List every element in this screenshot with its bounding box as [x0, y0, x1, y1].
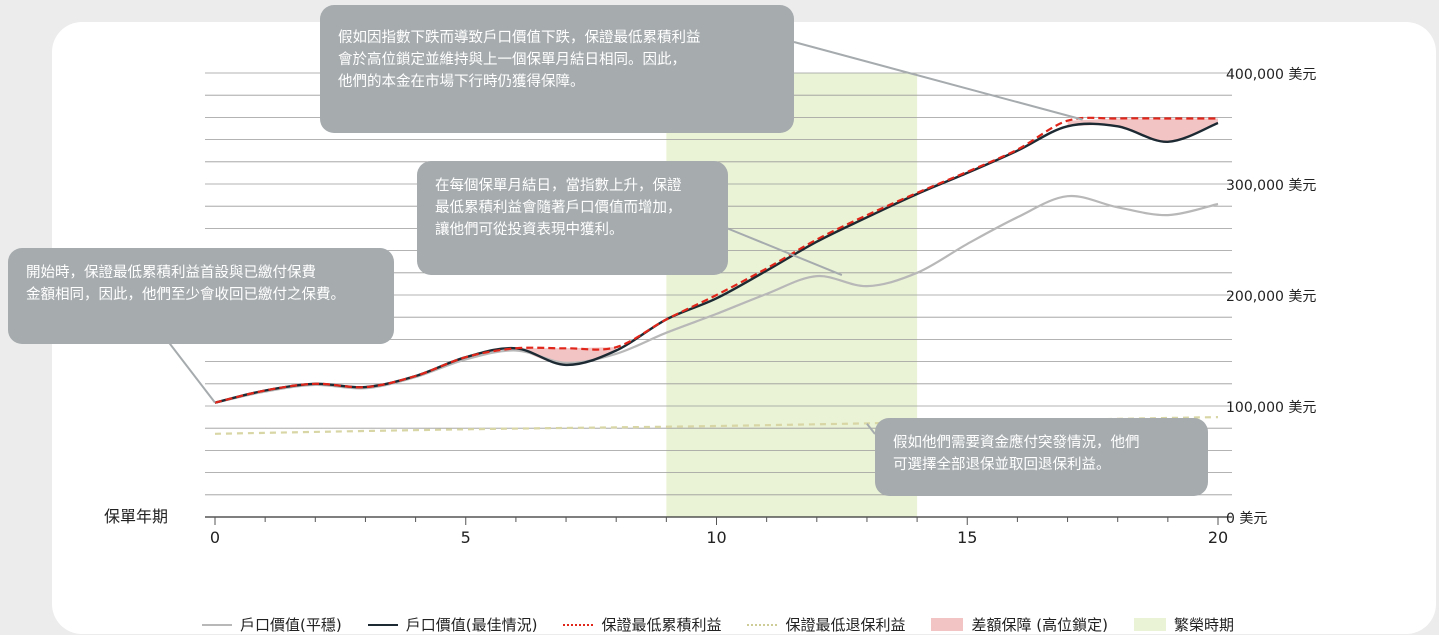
legend-swatch-surrender — [747, 623, 778, 626]
x-axis-label: 保單年期 — [104, 507, 168, 526]
x-tick-label: 15 — [957, 528, 977, 547]
annotation-connector-1 — [166, 339, 216, 404]
legend-item-stable: 戶口價值(平穩) — [202, 614, 342, 635]
x-tick-label: 20 — [1208, 528, 1228, 547]
annotation-connector-2 — [723, 226, 843, 276]
annotation-surrender: 假如他們需要資金應付突發情況，他們 可選擇全部退保並取回退保利益。 — [875, 418, 1208, 496]
x-tick-label: 10 — [706, 528, 726, 547]
gap-protection-area-2 — [1067, 118, 1218, 142]
annotation-connector-3 — [793, 41, 1083, 121]
legend-item-prosperity: 繁榮時期 — [1133, 614, 1234, 635]
y-tick-label: 200,000 美元 — [1226, 289, 1316, 305]
legend-swatch-gmab — [563, 623, 594, 626]
legend-label-prosperity: 繁榮時期 — [1173, 616, 1234, 634]
gap-protection-area-1 — [515, 347, 617, 365]
annotation-connector-4 — [866, 423, 876, 435]
x-tick-label: 0 — [210, 528, 220, 547]
legend-label-stable: 戶口價值(平穩) — [240, 616, 342, 634]
legend-item-surrender: 保證最低退保利益 — [747, 614, 905, 635]
legend-label-best: 戶口價值(最佳情況) — [405, 616, 538, 634]
annotation-rise: 在每個保單月結日，當指數上升，保證 最低累積利益會隨著戶口價值而增加， 讓他們可… — [417, 161, 728, 275]
chart-card: 0 5 10 15 20 保單年期 0 美元 100,000 美元 200,000 美元 300,… — [8, 5, 1436, 635]
annotation-lock: 假如因指數下跌而導致戶口價值下跌，保證最低累積利益 會於高位鎖定並維持與上一個保… — [320, 5, 794, 133]
y-tick-label: 400,000 美元 — [1226, 67, 1316, 83]
legend: 戶口價值(平穩) 戶口價值(最佳情況) 保證最低累積利益 保證最低退保利益 差額… — [202, 614, 1260, 635]
legend-item-gap: 差額保障 (高位鎖定) — [931, 614, 1108, 635]
legend-item-best: 戶口價值(最佳情況) — [367, 614, 538, 635]
legend-label-surrender: 保證最低退保利益 — [785, 616, 906, 634]
y-tick-label: 300,000 美元 — [1226, 178, 1316, 194]
series-line-gmab — [214, 116, 1218, 404]
legend-item-gmab: 保證最低累積利益 — [563, 614, 721, 635]
legend-swatch-gap — [931, 618, 964, 631]
x-tick-label: 5 — [461, 528, 471, 547]
legend-swatch-prosperity — [1133, 618, 1166, 631]
legend-label-gmab: 保證最低累積利益 — [601, 616, 722, 634]
y-tick-label: 100,000 美元 — [1226, 400, 1316, 416]
annotation-start: 開始時，保證最低累積利益首設與已繳付保費 金額相同，因此，他們至少會收回已繳付之… — [8, 248, 394, 344]
y-tick-label: 0 美元 — [1226, 511, 1267, 527]
legend-swatch-stable — [202, 623, 232, 626]
legend-label-gap: 差額保障 (高位鎖定) — [971, 616, 1108, 634]
legend-swatch-best — [367, 623, 398, 626]
